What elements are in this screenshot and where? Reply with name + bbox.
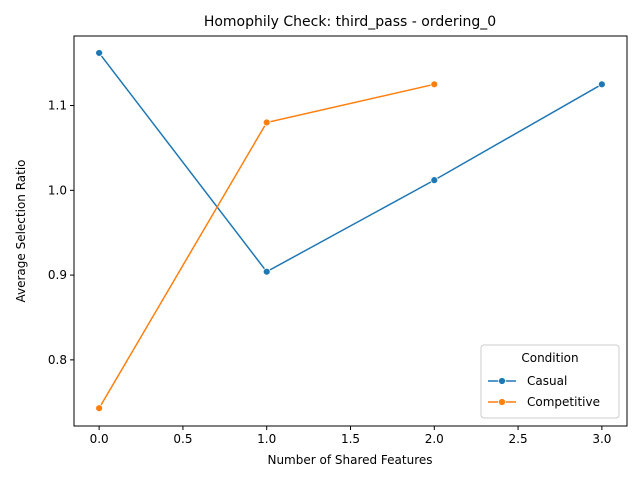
legend: Condition Casual Competitive [480,344,620,419]
y-tick-label: 0.8 [48,353,67,367]
series-line-competitive [98,83,435,409]
legend-title: Condition [521,351,578,365]
y-axis-ticks: 0.8 0.9 1.0 1.1 [48,99,74,367]
x-tick-label: 2.5 [509,432,528,446]
y-tick-label: 0.9 [48,268,67,282]
legend-box [480,344,620,419]
x-tick-label: 1.0 [257,432,276,446]
y-tick-label: 1.0 [48,183,67,197]
x-tick-label: 0.5 [173,432,192,446]
series-line-casual [98,52,603,273]
x-tick-label: 0.0 [90,432,109,446]
data-point-casual [262,267,271,276]
y-axis-label: Average Selection Ratio [14,159,28,302]
series-layer [95,49,606,413]
x-tick-label: 2.0 [425,432,444,446]
data-point-competitive [95,404,104,413]
data-point-casual [95,49,104,57]
y-tick-label: 1.1 [48,99,67,113]
x-axis-ticks: 0.0 0.5 1.0 1.5 2.0 2.5 3.0 [90,426,611,446]
data-point-casual [430,176,439,185]
legend-marker-casual [498,377,506,385]
x-tick-label: 1.5 [341,432,360,446]
legend-label-casual: Casual [527,374,567,388]
chart-title: Homophily Check: third_pass - ordering_0 [204,14,496,30]
legend-marker-competitive [498,398,506,406]
data-point-competitive [430,80,439,89]
legend-label-competitive: Competitive [527,395,600,409]
data-point-casual [597,80,606,89]
x-axis-label: Number of Shared Features [267,453,432,467]
data-point-competitive [262,118,271,127]
x-tick-label: 3.0 [592,432,611,446]
